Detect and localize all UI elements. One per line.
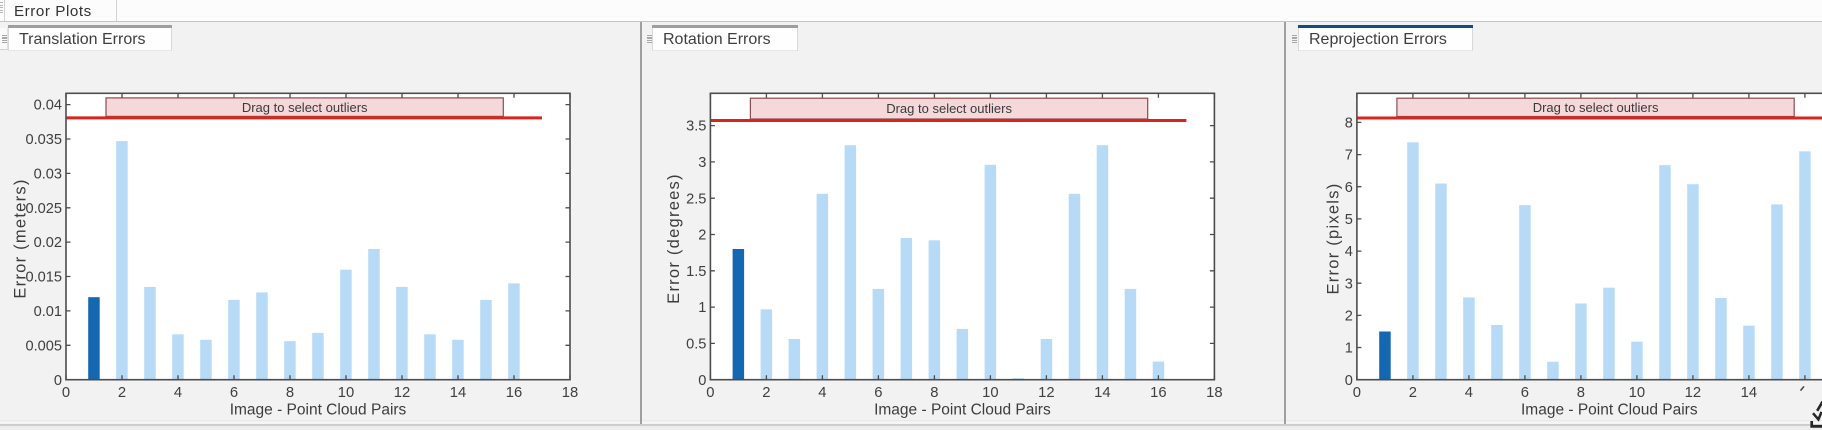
- svg-text:12: 12: [394, 385, 410, 401]
- svg-text:3: 3: [1345, 276, 1353, 292]
- svg-text:12: 12: [1685, 385, 1701, 401]
- svg-text:6: 6: [1521, 385, 1529, 401]
- svg-text:0.035: 0.035: [25, 132, 62, 148]
- svg-text:8: 8: [930, 385, 938, 401]
- svg-text:2: 2: [698, 228, 706, 244]
- svg-text:10: 10: [982, 385, 998, 401]
- svg-text:5: 5: [1345, 212, 1353, 228]
- svg-text:Image - Point Cloud Pairs: Image - Point Cloud Pairs: [230, 401, 407, 418]
- svg-text:0: 0: [698, 373, 706, 389]
- svg-text:Error (meters): Error (meters): [11, 178, 29, 298]
- svg-text:3.5: 3.5: [686, 119, 706, 135]
- svg-text:1: 1: [1345, 341, 1353, 357]
- svg-text:0: 0: [62, 385, 70, 401]
- svg-text:Drag to select outliers: Drag to select outliers: [1533, 100, 1659, 115]
- svg-text:0.015: 0.015: [25, 270, 62, 286]
- svg-text:0: 0: [54, 373, 62, 389]
- svg-text:6: 6: [230, 385, 238, 401]
- svg-text:18: 18: [1206, 385, 1222, 401]
- svg-text:2: 2: [1409, 385, 1417, 401]
- svg-text:2: 2: [1345, 309, 1353, 325]
- svg-text:1.5: 1.5: [686, 264, 706, 280]
- svg-text:8: 8: [286, 385, 294, 401]
- svg-text:4: 4: [174, 385, 182, 401]
- svg-text:8: 8: [1577, 385, 1585, 401]
- svg-text:6: 6: [1345, 180, 1353, 196]
- svg-text:12: 12: [1038, 385, 1054, 401]
- svg-text:3: 3: [698, 155, 706, 171]
- svg-text:0.005: 0.005: [25, 338, 62, 354]
- svg-text:0: 0: [1353, 385, 1361, 401]
- svg-text:0.04: 0.04: [34, 98, 62, 114]
- svg-text:16: 16: [506, 385, 522, 401]
- svg-text:0.03: 0.03: [34, 167, 62, 183]
- svg-text:0.01: 0.01: [34, 304, 62, 320]
- svg-text:0.025: 0.025: [25, 201, 62, 217]
- svg-text:0.5: 0.5: [686, 337, 706, 353]
- svg-text:14: 14: [1094, 385, 1110, 401]
- svg-text:8: 8: [1345, 116, 1353, 132]
- svg-text:10: 10: [338, 385, 354, 401]
- svg-text:14: 14: [450, 385, 466, 401]
- svg-text:16: 16: [1150, 385, 1166, 401]
- svg-text:6: 6: [874, 385, 882, 401]
- svg-text:14: 14: [1741, 385, 1757, 401]
- svg-text:0: 0: [706, 385, 714, 401]
- svg-text:0.02: 0.02: [34, 235, 62, 251]
- svg-text:Drag to select outliers: Drag to select outliers: [242, 100, 368, 115]
- svg-text:0: 0: [1345, 373, 1353, 389]
- svg-text:Error (pixels): Error (pixels): [1325, 183, 1343, 295]
- svg-text:2.5: 2.5: [686, 191, 706, 207]
- svg-text:1: 1: [698, 300, 706, 316]
- svg-text:18: 18: [562, 385, 578, 401]
- svg-text:2: 2: [118, 385, 126, 401]
- svg-text:Image - Point Cloud Pairs: Image - Point Cloud Pairs: [1521, 401, 1698, 418]
- svg-text:4: 4: [1345, 244, 1353, 260]
- svg-text:Image - Point Cloud Pairs: Image - Point Cloud Pairs: [874, 401, 1051, 418]
- svg-text:2: 2: [762, 385, 770, 401]
- svg-text:4: 4: [818, 385, 826, 401]
- svg-text:10: 10: [1629, 385, 1645, 401]
- svg-text:Error (degrees): Error (degrees): [665, 173, 683, 304]
- svg-text:7: 7: [1345, 148, 1353, 164]
- svg-text:Drag to select outliers: Drag to select outliers: [886, 101, 1012, 116]
- svg-text:4: 4: [1465, 385, 1473, 401]
